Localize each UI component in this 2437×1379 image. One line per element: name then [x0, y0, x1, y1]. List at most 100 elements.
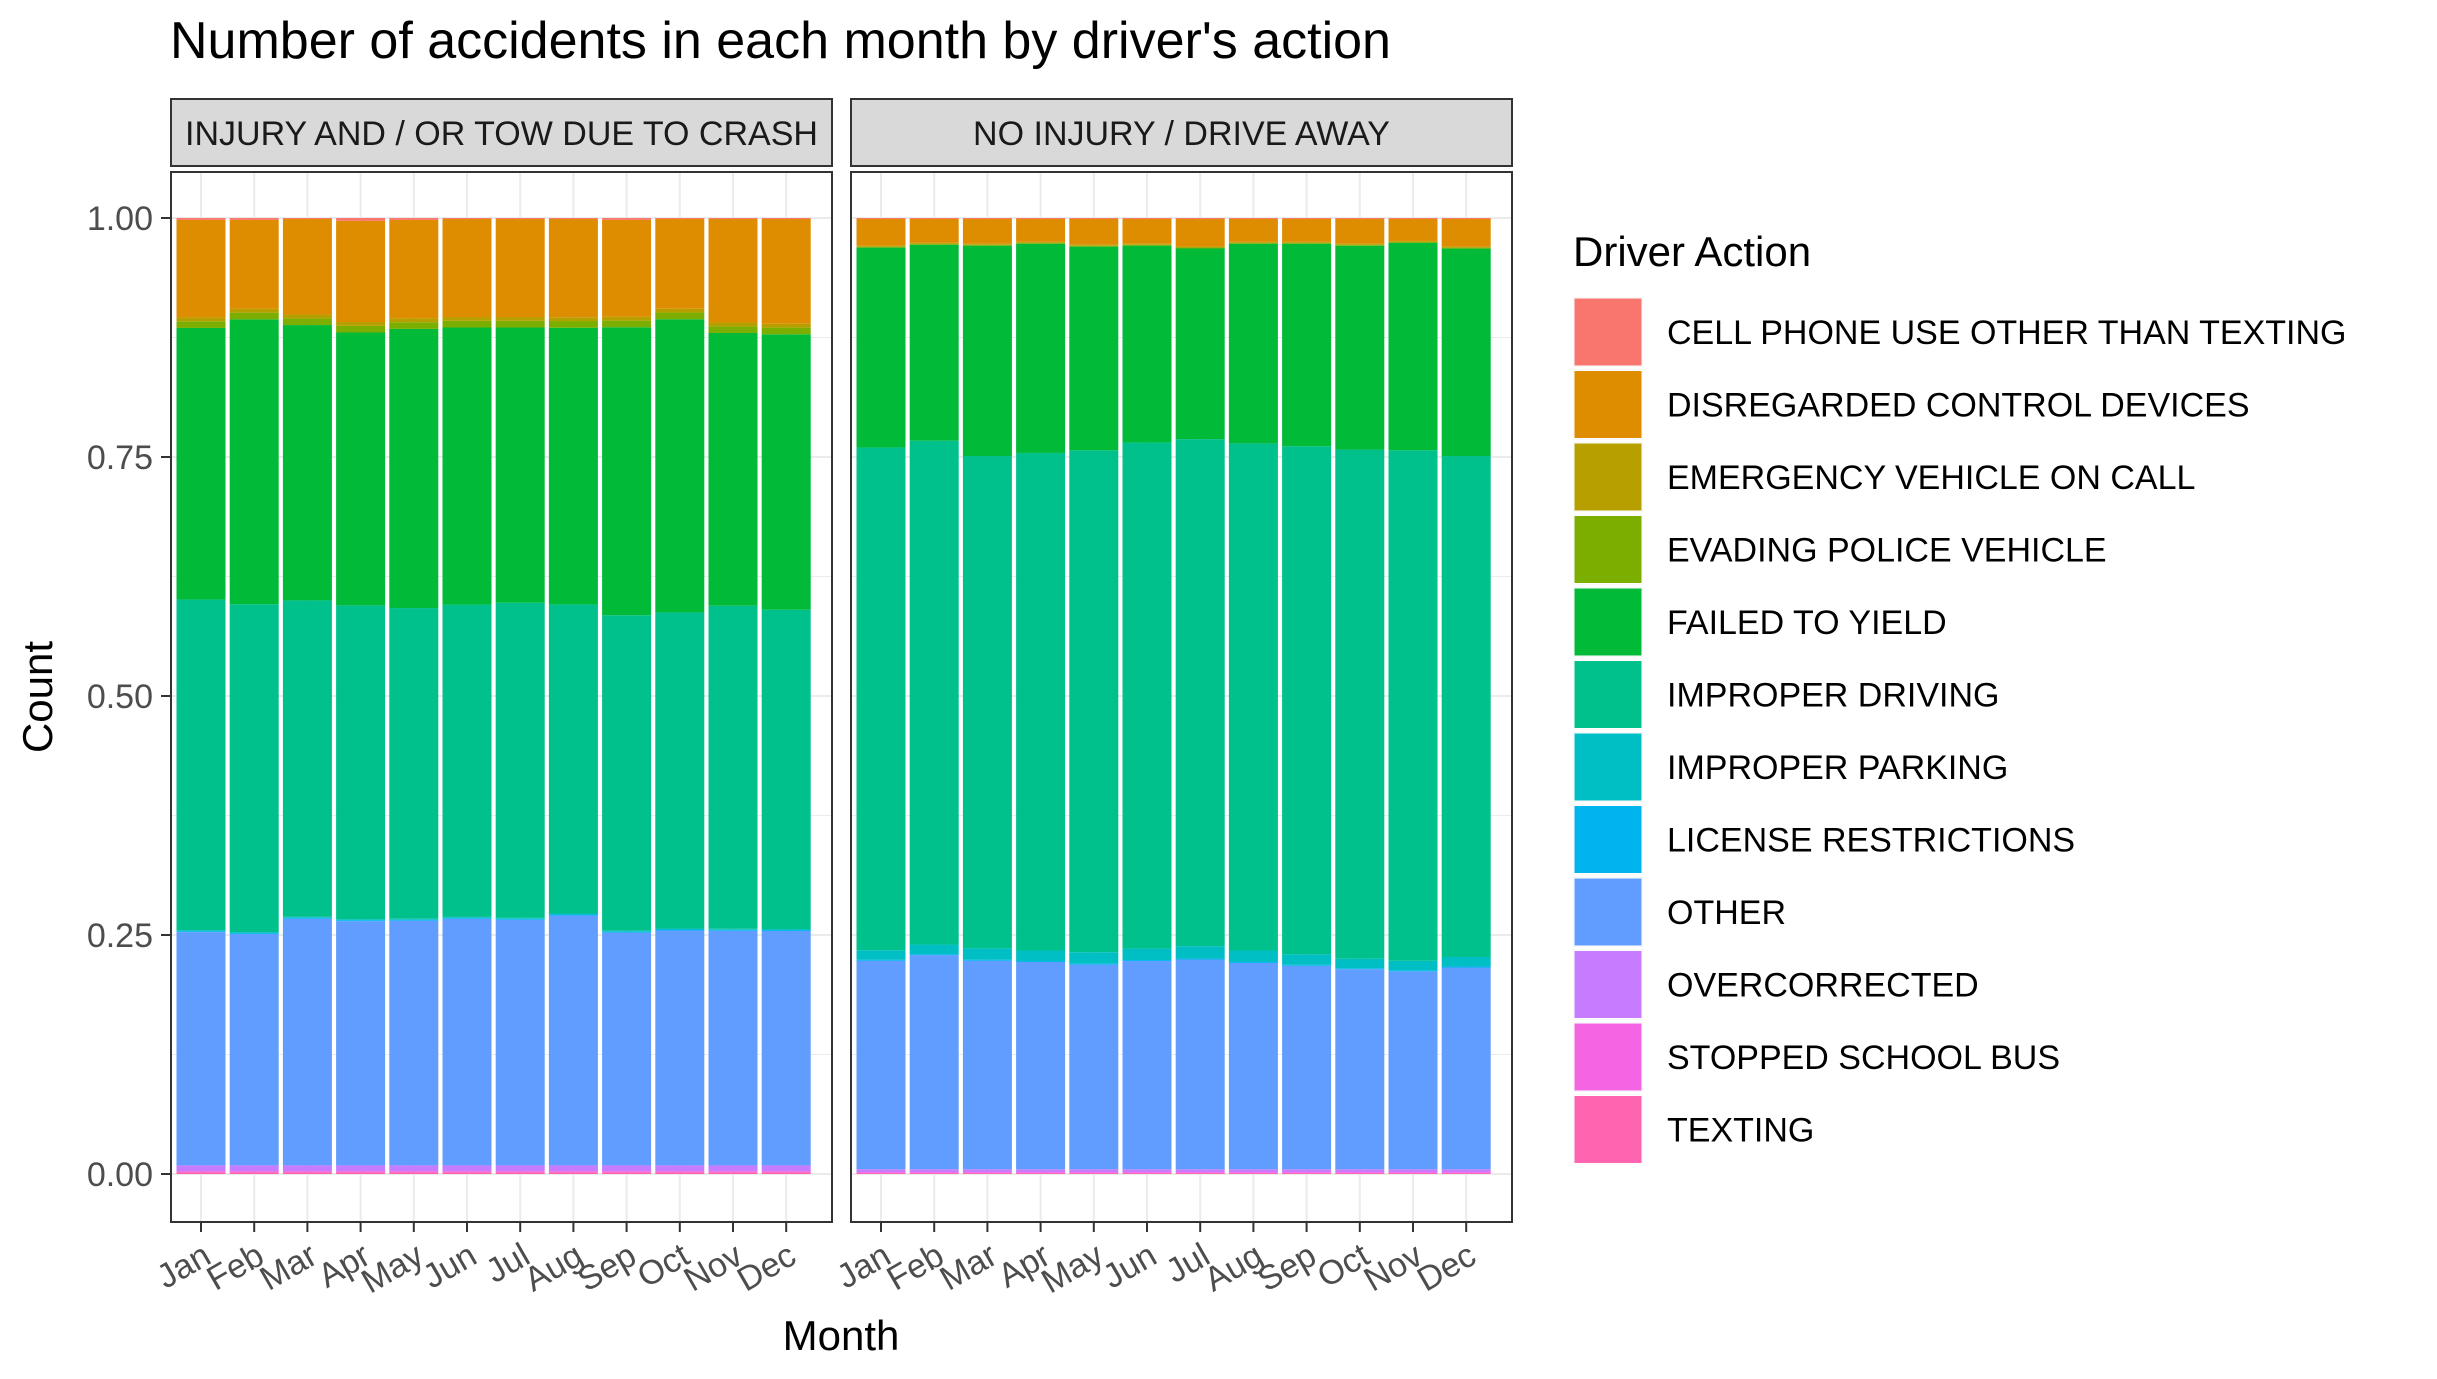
bar-segment	[761, 334, 811, 610]
bar-segment	[1016, 218, 1066, 219]
bar-segment	[1175, 218, 1225, 219]
bar-segment	[856, 959, 906, 961]
bar-segment	[962, 1172, 1012, 1174]
bar-segment	[176, 1171, 226, 1173]
bar-segment	[1069, 245, 1119, 247]
bar-segment	[282, 1171, 332, 1173]
bar-segment	[1016, 961, 1066, 1170]
bar-segment	[548, 914, 598, 916]
bar-segment	[1441, 248, 1491, 457]
bar-segment	[962, 244, 1012, 246]
bar-segment	[442, 218, 492, 219]
bar-segment	[1122, 244, 1172, 246]
bar-segment	[229, 934, 279, 1166]
bar-segment	[962, 243, 1012, 245]
bar-segment	[602, 615, 652, 931]
legend-title: Driver Action	[1573, 228, 1811, 275]
bar-segment	[1441, 956, 1491, 967]
x-tick-label: Sep	[571, 1236, 642, 1299]
y-tick-label: 0.75	[87, 439, 153, 477]
legend-key-swatch	[1573, 515, 1643, 584]
bar-segment	[389, 322, 439, 329]
bar-segment	[1335, 1173, 1385, 1174]
strip-label: NO INJURY / DRIVE AWAY	[973, 115, 1390, 153]
legend-key-swatch	[1573, 805, 1643, 874]
bar-segment	[442, 604, 492, 917]
bar-segment	[229, 1171, 279, 1173]
bar-segment	[1122, 960, 1172, 962]
bar-segment	[442, 1171, 492, 1173]
bar-segment	[229, 319, 279, 605]
bar-segment	[761, 218, 811, 324]
legend-key-swatch	[1573, 297, 1643, 367]
bar-segment	[708, 322, 758, 327]
bar-segment	[1069, 450, 1119, 953]
bar-segment	[495, 917, 545, 919]
y-tick-label: 0.50	[87, 678, 153, 716]
bar-segment	[655, 1171, 705, 1173]
bar-segment	[176, 930, 226, 932]
bar-segment	[548, 915, 598, 1166]
bar-segment	[389, 219, 439, 319]
bar-segment	[1228, 242, 1278, 244]
x-tick-label: Sep	[1251, 1236, 1322, 1299]
bar-segment	[1228, 1172, 1278, 1174]
bar-segment	[229, 933, 279, 935]
bar-segment	[602, 1172, 652, 1174]
bar-segment	[962, 1173, 1012, 1174]
bar-segment	[1228, 1173, 1278, 1174]
bar-segment	[1228, 443, 1278, 951]
legend-key-swatch	[1573, 370, 1643, 439]
bar-segment	[1069, 1169, 1119, 1173]
legend-entry-label: EVADING POLICE VEHICLE	[1667, 532, 2107, 570]
bar-segment	[229, 218, 279, 220]
bar-segment	[389, 918, 439, 920]
y-axis-title: Count	[14, 641, 61, 753]
chart-title: Number of accidents in each month by dri…	[170, 12, 1391, 70]
bar-segment	[336, 1172, 386, 1174]
bar-segment	[1175, 958, 1225, 960]
bar-segment	[909, 955, 959, 1170]
bar-segment	[548, 218, 598, 318]
bar-segment	[708, 1165, 758, 1172]
bar-segment	[708, 326, 758, 333]
bar-segment	[442, 916, 492, 918]
bar-segment	[282, 318, 332, 326]
bar-segment	[708, 1172, 758, 1174]
bar-segment	[1388, 218, 1438, 219]
legend-entry-label: DISREGARDED CONTROL DEVICES	[1667, 387, 2250, 425]
bar-segment	[389, 608, 439, 919]
bar-segment	[962, 959, 1012, 961]
bar-segment	[1122, 1169, 1172, 1173]
bar-segment	[282, 1165, 332, 1172]
bar-segment	[176, 219, 226, 318]
x-tick-label: Mar	[254, 1236, 324, 1298]
bar-segment	[909, 242, 959, 244]
bar-segment	[761, 930, 811, 1166]
bar-segment	[655, 218, 705, 309]
legend-entry-label: LICENSE RESTRICTIONS	[1667, 822, 2075, 860]
bar-segment	[442, 1165, 492, 1172]
bar-segment	[495, 317, 545, 321]
bar-segment	[909, 440, 959, 945]
bar-segment	[856, 218, 906, 219]
legend-key-swatch	[1573, 660, 1643, 729]
bar-segment	[602, 320, 652, 328]
bar-segment	[495, 218, 545, 318]
bar-segment	[708, 929, 758, 931]
legend-keys: CELL PHONE USE OTHER THAN TEXTING DISREGA…	[1573, 297, 2347, 1165]
bar-segment	[909, 218, 959, 219]
bar-segment	[1122, 218, 1172, 244]
bar-segment	[708, 605, 758, 929]
bar-segment	[336, 332, 386, 606]
bar-segment	[1228, 241, 1278, 243]
bar-segment	[1388, 240, 1438, 242]
bar-segment	[909, 944, 959, 955]
bar-segment	[1335, 1172, 1385, 1174]
bar-segment	[856, 960, 906, 1170]
legend-key-swatch	[1573, 587, 1643, 657]
bar-segment	[495, 1165, 545, 1172]
bar-segment	[962, 1169, 1012, 1173]
bar-segment	[909, 1172, 959, 1174]
